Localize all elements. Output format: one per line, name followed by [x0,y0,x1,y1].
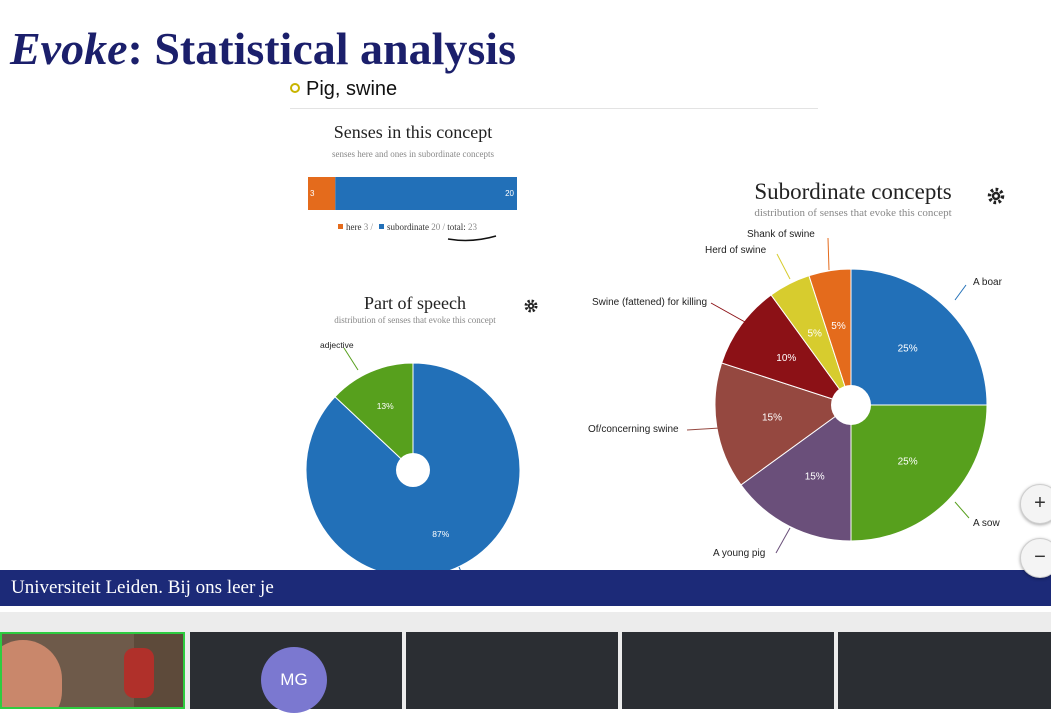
legend-here-label: here [346,222,362,232]
bullet-text: Pig, swine [306,78,398,100]
subordinate-panel: Subordinate concepts distribution of sen… [588,179,1005,559]
senses-title: Senses in this concept [334,122,492,142]
senses-here-bar [308,177,336,210]
bullet-icon [290,82,300,93]
senses-here-label: 3 [310,189,315,198]
bullet-item: Pig, swine [290,78,397,101]
sub-label-swine-fattened: Swine (fattened) for killing [592,297,707,308]
sub-slice[interactable] [740,404,852,542]
charts-canvas: Senses in this concept senses here and o… [305,122,1005,593]
participant-tile[interactable] [838,632,1051,709]
banner-edge [1038,570,1051,606]
sub-label-a-boar: A boar [973,277,1003,288]
participant-tile[interactable] [622,632,834,709]
sub-center-hole [831,385,871,425]
senses-legend: here 3 / subordinate 20 / total: 23 [338,222,497,242]
participant-tile-video[interactable] [0,632,185,709]
legend-total-count: 23 [468,222,478,232]
legend-total-label: total: [447,222,466,232]
pos-subtitle: distribution of senses that evoke this c… [334,315,496,325]
sub-pct-label: 25% [898,343,918,354]
pos-slice[interactable] [334,362,414,472]
sub-pct-label: 25% [898,457,918,468]
pos-label-adjective: adjective [320,340,354,350]
sub-label-shank-of-swine: Shank of swine [747,229,815,240]
pos-pie: 87% 13% [305,362,521,578]
divider [290,108,818,109]
zoom-in-button[interactable]: + [1020,484,1051,524]
subordinate-subtitle: distribution of senses that evoke this c… [754,207,951,219]
pos-panel: Part of speech distribution of senses th… [305,293,538,593]
sub-label-of-concerning-swine: Of/concerning swine [588,424,679,435]
senses-subordinate-label: 20 [505,189,514,198]
sub-pct-label: 5% [807,329,822,340]
participant-tile[interactable] [406,632,618,709]
senses-subtitle: senses here and ones in subordinate conc… [332,149,494,159]
sub-label-a-sow: A sow [973,518,1000,529]
sub-slice[interactable] [721,294,853,406]
gear-icon[interactable] [987,187,1005,205]
sub-slice[interactable] [808,268,852,406]
legend-here-swatch [338,224,343,229]
sub-slice[interactable] [850,268,988,406]
senses-subordinate-bar [335,177,517,210]
legend-separator: / [371,222,374,232]
zoom-out-button[interactable]: − [1020,538,1051,578]
participant-video [2,640,62,707]
sub-pct-label: 5% [831,321,846,332]
legend-text-2: subordinate 20 / total: 23 [387,222,478,232]
avatar: MG [261,647,327,713]
pos-pct-label: 87% [432,529,449,539]
subordinate-title: Subordinate concepts [754,179,951,204]
subordinate-callouts: A boar A sow A young pig Of/concerning s… [588,229,1003,559]
pos-center-hole [396,453,430,487]
sub-label-herd-of-swine: Herd of swine [705,245,767,256]
sub-pct-label: 15% [805,471,825,482]
sub-label-a-young-pig: A young pig [713,548,765,559]
sub-pct-label: 15% [762,413,782,424]
toy-image [124,648,154,698]
handwritten-underline [447,235,497,242]
slide-title-rest: : Statistical analysis [127,23,516,74]
legend-here-count: 3 [364,222,369,232]
sub-pct-label: 10% [776,353,796,364]
legend-subordinate-count: 20 [431,222,441,232]
legend-subordinate-label: subordinate [387,222,429,232]
legend-separator-2: / [443,222,446,232]
subordinate-pie: 25% 25% 15% 15% 10% 5% 5% [714,268,988,542]
pos-pct-label: 13% [377,401,394,411]
sub-slice[interactable] [850,404,988,542]
pos-title: Part of speech [364,293,466,313]
slide-title: Evoke: Statistical analysis [10,22,516,75]
slide-title-italic: Evoke [10,23,128,74]
gear-icon[interactable] [524,299,538,313]
presentation-slide: Evoke: Statistical analysis Pig, swine S… [0,22,1051,606]
banner-text: Universiteit Leiden. Bij ons leer je [0,570,283,606]
legend-text: here 3 / [346,222,374,232]
senses-panel: Senses in this concept senses here and o… [308,122,517,242]
sub-slice[interactable] [714,362,853,486]
legend-subordinate-swatch [379,224,384,229]
